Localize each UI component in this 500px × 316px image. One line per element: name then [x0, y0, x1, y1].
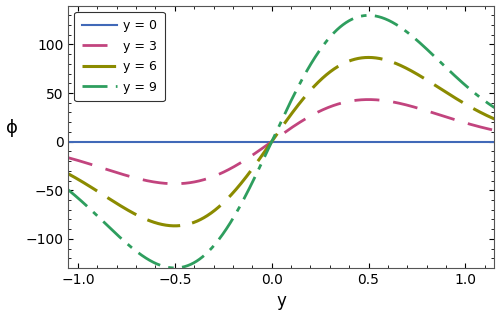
y = 6 [358, 56, 364, 60]
y = 9 [65, 188, 71, 192]
y = 3 [406, 104, 412, 107]
Line: y = 9: y = 9 [68, 15, 494, 268]
y = 6 [366, 56, 372, 59]
y = 3 [172, 182, 178, 185]
y = 9 [398, 26, 404, 30]
X-axis label: y: y [276, 292, 286, 310]
y = 0 [109, 140, 115, 143]
y = 9 [238, 202, 244, 206]
y = 6 [254, 161, 260, 165]
y = 9 [366, 14, 372, 17]
y = 6 [406, 68, 412, 72]
Legend: y = 0, y = 3, y = 6, y = 9: y = 0, y = 3, y = 6, y = 9 [74, 12, 164, 101]
y = 9 [406, 32, 412, 36]
y = 9 [109, 228, 115, 232]
y = 0 [398, 140, 404, 143]
y = 0 [406, 140, 411, 143]
y = 3 [492, 128, 498, 132]
y = 9 [254, 172, 260, 176]
y = 0 [358, 140, 364, 143]
Y-axis label: ϕ: ϕ [6, 119, 18, 137]
y = 3 [109, 169, 115, 173]
y = 0 [253, 140, 259, 143]
y = 9 [172, 266, 178, 270]
y = 3 [254, 150, 260, 154]
y = 0 [65, 140, 71, 143]
Line: y = 3: y = 3 [68, 100, 494, 184]
y = 6 [109, 198, 115, 202]
y = 9 [492, 106, 498, 110]
y = 6 [398, 64, 404, 68]
y = 6 [172, 224, 178, 228]
y = 0 [238, 140, 244, 143]
y = 0 [492, 140, 498, 143]
Line: y = 6: y = 6 [68, 58, 494, 226]
y = 6 [492, 117, 498, 121]
y = 6 [65, 172, 71, 176]
y = 3 [366, 98, 372, 101]
y = 3 [398, 102, 404, 106]
y = 9 [358, 14, 364, 18]
y = 3 [65, 156, 71, 160]
y = 3 [238, 161, 244, 164]
y = 6 [238, 181, 244, 185]
y = 3 [358, 98, 364, 102]
